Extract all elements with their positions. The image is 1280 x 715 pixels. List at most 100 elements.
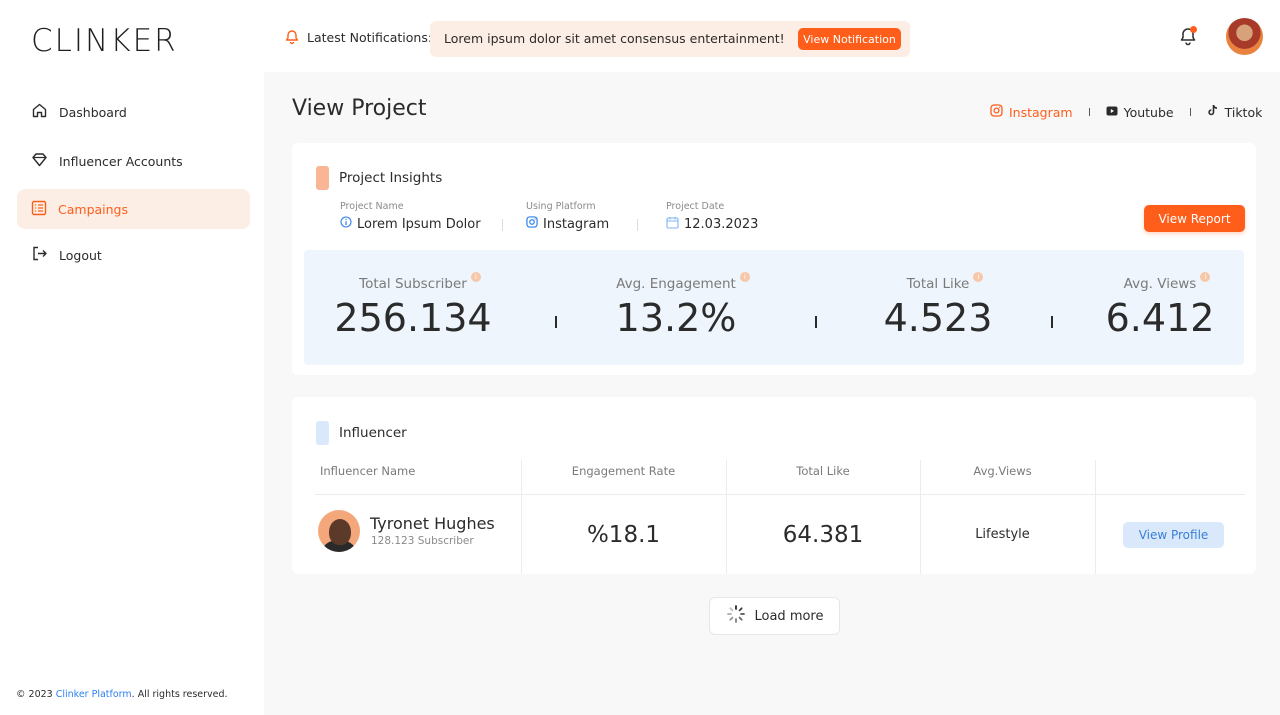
- sidebar-item-label: Influencer Accounts: [59, 153, 183, 169]
- tab-label: Tiktok: [1224, 104, 1263, 120]
- influencer-avatar[interactable]: [318, 510, 360, 552]
- stat-label: Avg. Engagement: [616, 276, 736, 292]
- info-icon[interactable]: i: [470, 272, 481, 282]
- load-more-button[interactable]: Load more: [709, 597, 840, 635]
- project-name-value: Lorem Ipsum Dolor: [357, 216, 481, 232]
- notification-bell-icon[interactable]: [1177, 25, 1199, 47]
- notifications-label: Latest Notifications:: [307, 29, 433, 45]
- info-icon[interactable]: i: [739, 272, 750, 282]
- bell-icon: [284, 29, 300, 45]
- project-date-field: Project Date 12.03.2023: [666, 201, 758, 233]
- logout-icon: [31, 245, 48, 265]
- divider: [502, 219, 503, 231]
- platform-label: Using Platform: [526, 201, 596, 212]
- divider: [637, 219, 638, 231]
- project-insights-heading: Project Insights: [316, 166, 442, 190]
- notification-text: Lorem ipsum dolor sit amet consensus ent…: [444, 31, 785, 46]
- avatar-body: [323, 540, 355, 552]
- column-divider: [521, 460, 522, 574]
- row-divider: [315, 494, 1245, 495]
- stat-label: Total Subscriber: [359, 276, 467, 292]
- page-title: View Project: [292, 96, 427, 121]
- notification-banner: Lorem ipsum dolor sit amet consensus ent…: [430, 21, 910, 57]
- top-bar: CLINKER Latest Notifications: Lorem ipsu…: [0, 0, 1280, 72]
- section-title: Project Insights: [339, 170, 443, 186]
- influencer-subscribers: 128.123 Subscriber: [371, 535, 474, 547]
- notifications-label-group: Latest Notifications:: [284, 29, 432, 45]
- notification-dot: [1190, 26, 1197, 33]
- info-icon[interactable]: i: [973, 272, 984, 282]
- list-icon: [31, 200, 47, 219]
- instagram-icon: [526, 216, 538, 232]
- divider: [1088, 108, 1090, 116]
- view-report-button[interactable]: View Report: [1144, 205, 1245, 232]
- stat-avg-engagement: Avg. Engagement i 13.2%: [587, 250, 765, 340]
- tab-youtube[interactable]: Youtube: [1106, 105, 1174, 120]
- platform-value: Instagram: [543, 216, 610, 232]
- stat-value: 4.523: [883, 296, 993, 340]
- footer-suffix: . All rights reserved.: [131, 689, 228, 700]
- home-icon: [31, 102, 48, 122]
- stat-label: Total Like: [906, 276, 970, 292]
- load-more-label: Load more: [754, 608, 824, 624]
- footer-link[interactable]: Clinker Platform: [55, 689, 132, 700]
- tab-label: Youtube: [1123, 104, 1174, 120]
- project-name-label: Project Name: [340, 201, 404, 212]
- tab-instagram[interactable]: Instagram: [990, 104, 1073, 120]
- sidebar-item-label: Logout: [59, 247, 102, 263]
- platform-field: Using Platform Instagram: [526, 201, 609, 232]
- section-title: Influencer: [339, 425, 407, 441]
- view-notification-button[interactable]: View Notification: [798, 28, 901, 50]
- section-marker: [316, 166, 329, 190]
- column-header-influencer-name: Influencer Name: [320, 464, 416, 478]
- platform-tabs: Instagram Youtube Tiktok: [990, 104, 1262, 120]
- divider: [1051, 316, 1053, 328]
- sidebar-item-campaings[interactable]: Campaings: [17, 189, 250, 229]
- engagement-rate-value: %18.1: [586, 522, 661, 548]
- project-date-value: 12.03.2023: [684, 217, 759, 232]
- divider: [1189, 108, 1191, 116]
- sidebar-item-influencer-accounts[interactable]: Influencer Accounts: [17, 141, 250, 181]
- sidebar-item-label: Dashboard: [59, 104, 127, 120]
- instagram-icon: [990, 104, 1003, 120]
- spinner-icon: [726, 604, 746, 628]
- diamond-icon: [31, 151, 48, 171]
- view-profile-button[interactable]: View Profile: [1123, 522, 1224, 548]
- sidebar-item-logout[interactable]: Logout: [17, 235, 250, 275]
- tiktok-icon: [1207, 104, 1219, 120]
- app-logo[interactable]: CLINKER: [31, 23, 178, 59]
- column-divider: [1095, 460, 1096, 574]
- footer-prefix: © 2023: [16, 689, 56, 700]
- stat-total-like: Total Like i 4.523: [849, 250, 1027, 340]
- project-name-field: Project Name Lorem Ipsum Dolor: [340, 201, 481, 232]
- calendar-icon: [666, 216, 679, 233]
- column-header-engagement-rate: Engagement Rate: [571, 464, 676, 478]
- section-marker: [316, 421, 329, 445]
- total-like-value: 64.381: [782, 522, 864, 548]
- sidebar-item-dashboard[interactable]: Dashboard: [17, 92, 250, 132]
- user-avatar[interactable]: [1226, 18, 1263, 55]
- influencer-name[interactable]: Tyronet Hughes: [370, 514, 495, 533]
- tab-tiktok[interactable]: Tiktok: [1207, 104, 1263, 120]
- info-icon[interactable]: i: [1200, 272, 1211, 282]
- project-date-label: Project Date: [666, 201, 725, 212]
- stat-total-subscriber: Total Subscriber i 256.134: [324, 250, 502, 340]
- sidebar-item-label: Campaings: [58, 201, 129, 217]
- column-header-total-like: Total Like: [796, 464, 850, 478]
- influencer-heading: Influencer: [316, 421, 407, 445]
- stat-value: 256.134: [334, 296, 492, 340]
- avatar-face: [329, 519, 351, 545]
- stat-value: 6.412: [1105, 296, 1215, 340]
- sidebar: [0, 72, 264, 715]
- avg-views-value: Lifestyle: [975, 527, 1030, 542]
- column-header-avg-views: Avg.Views: [973, 464, 1032, 478]
- info-circle-icon: [340, 216, 352, 232]
- stats-panel: Total Subscriber i 256.134 Avg. Engagemen…: [304, 250, 1244, 365]
- footer-copyright: © 2023 Clinker Platform. All rights rese…: [16, 689, 228, 700]
- column-divider: [920, 460, 921, 574]
- divider: [815, 316, 817, 328]
- column-divider: [726, 460, 727, 574]
- tab-label: Instagram: [1009, 104, 1073, 120]
- divider: [555, 316, 557, 328]
- youtube-icon: [1106, 105, 1118, 120]
